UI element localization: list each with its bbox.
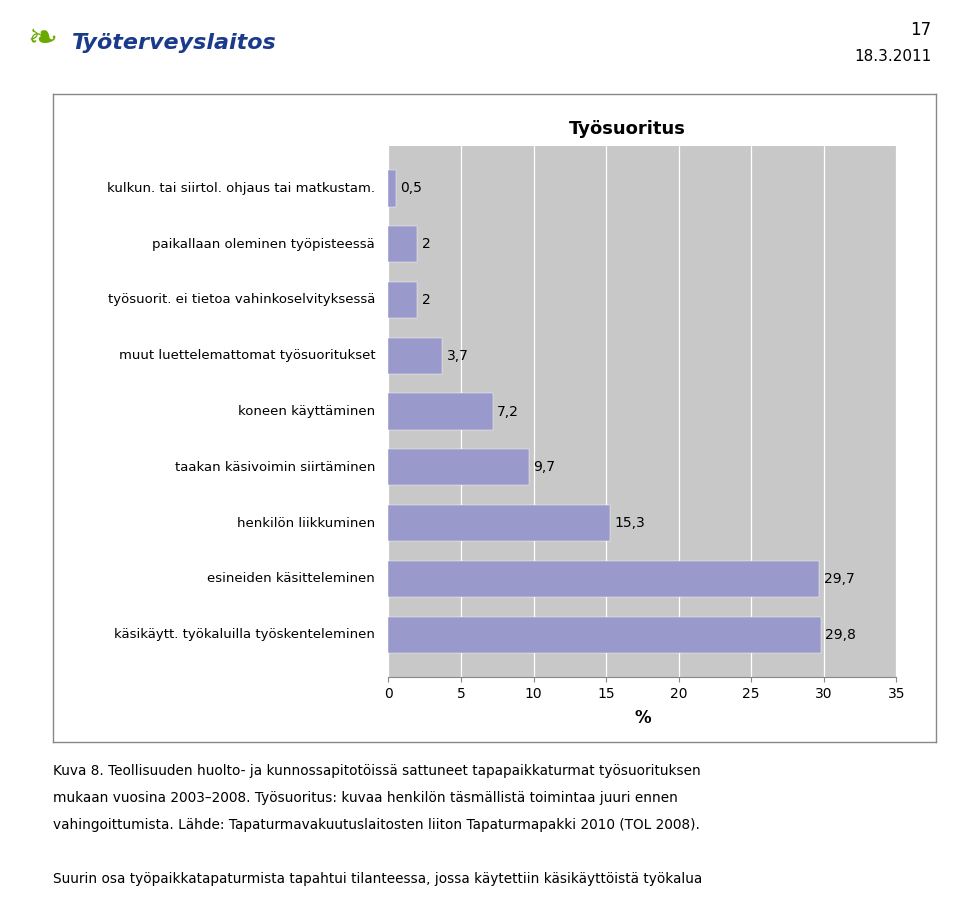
- Text: 18.3.2011: 18.3.2011: [854, 49, 931, 65]
- Text: 15,3: 15,3: [614, 516, 645, 530]
- Text: 7,2: 7,2: [497, 405, 519, 419]
- Text: 29,8: 29,8: [826, 628, 856, 642]
- Text: 2: 2: [421, 237, 430, 251]
- Text: 17: 17: [910, 21, 931, 39]
- Bar: [389, 561, 819, 597]
- Text: taakan käsivoimin siirtäminen: taakan käsivoimin siirtäminen: [175, 461, 375, 474]
- Text: Työterveyslaitos: Työterveyslaitos: [72, 33, 276, 53]
- Text: henkilön liikkuminen: henkilön liikkuminen: [237, 517, 375, 530]
- X-axis label: %: %: [634, 709, 651, 727]
- Bar: [389, 338, 443, 374]
- Text: 0,5: 0,5: [400, 182, 421, 195]
- Text: koneen käyttäminen: koneen käyttäminen: [238, 405, 375, 418]
- Bar: [389, 617, 821, 653]
- Text: kulkun. tai siirtol. ohjaus tai matkustam.: kulkun. tai siirtol. ohjaus tai matkusta…: [108, 182, 375, 195]
- Text: Työsuoritus: Työsuoritus: [568, 120, 685, 138]
- Bar: [389, 394, 492, 430]
- Bar: [389, 505, 611, 541]
- Text: esineiden käsitteleminen: esineiden käsitteleminen: [207, 573, 375, 585]
- Text: mukaan vuosina 2003–2008. Työsuoritus: kuvaa henkilön täsmällistä toimintaa juur: mukaan vuosina 2003–2008. Työsuoritus: k…: [53, 791, 678, 806]
- Text: muut luettelemattomat työsuoritukset: muut luettelemattomat työsuoritukset: [118, 350, 375, 362]
- Text: ❧: ❧: [27, 22, 58, 57]
- Text: 29,7: 29,7: [824, 572, 854, 586]
- Text: paikallaan oleminen työpisteessä: paikallaan oleminen työpisteessä: [153, 237, 375, 251]
- Text: Kuva 8. Teollisuuden huolto- ja kunnossapitotöissä sattuneet tapapaikkaturmat ty: Kuva 8. Teollisuuden huolto- ja kunnossa…: [53, 764, 701, 779]
- Text: käsikäytt. työkaluilla työskenteleminen: käsikäytt. työkaluilla työskenteleminen: [114, 628, 375, 641]
- Text: 2: 2: [421, 293, 430, 307]
- Text: vahingoittumista. Lähde: Tapaturmavakuutuslaitosten liiton Tapaturmapakki 2010 (: vahingoittumista. Lähde: Tapaturmavakuut…: [53, 818, 700, 832]
- Bar: [389, 226, 418, 263]
- Text: Suurin osa työpaikkatapaturmista tapahtui tilanteessa, jossa käytettiin käsikäyt: Suurin osa työpaikkatapaturmista tapahtu…: [53, 872, 702, 886]
- Bar: [389, 170, 396, 207]
- Bar: [389, 282, 418, 318]
- Text: työsuorit. ei tietoa vahinkoselvityksessä: työsuorit. ei tietoa vahinkoselvityksess…: [108, 293, 375, 307]
- Text: 3,7: 3,7: [446, 349, 468, 363]
- Text: 9,7: 9,7: [534, 460, 556, 475]
- Bar: [389, 450, 529, 485]
